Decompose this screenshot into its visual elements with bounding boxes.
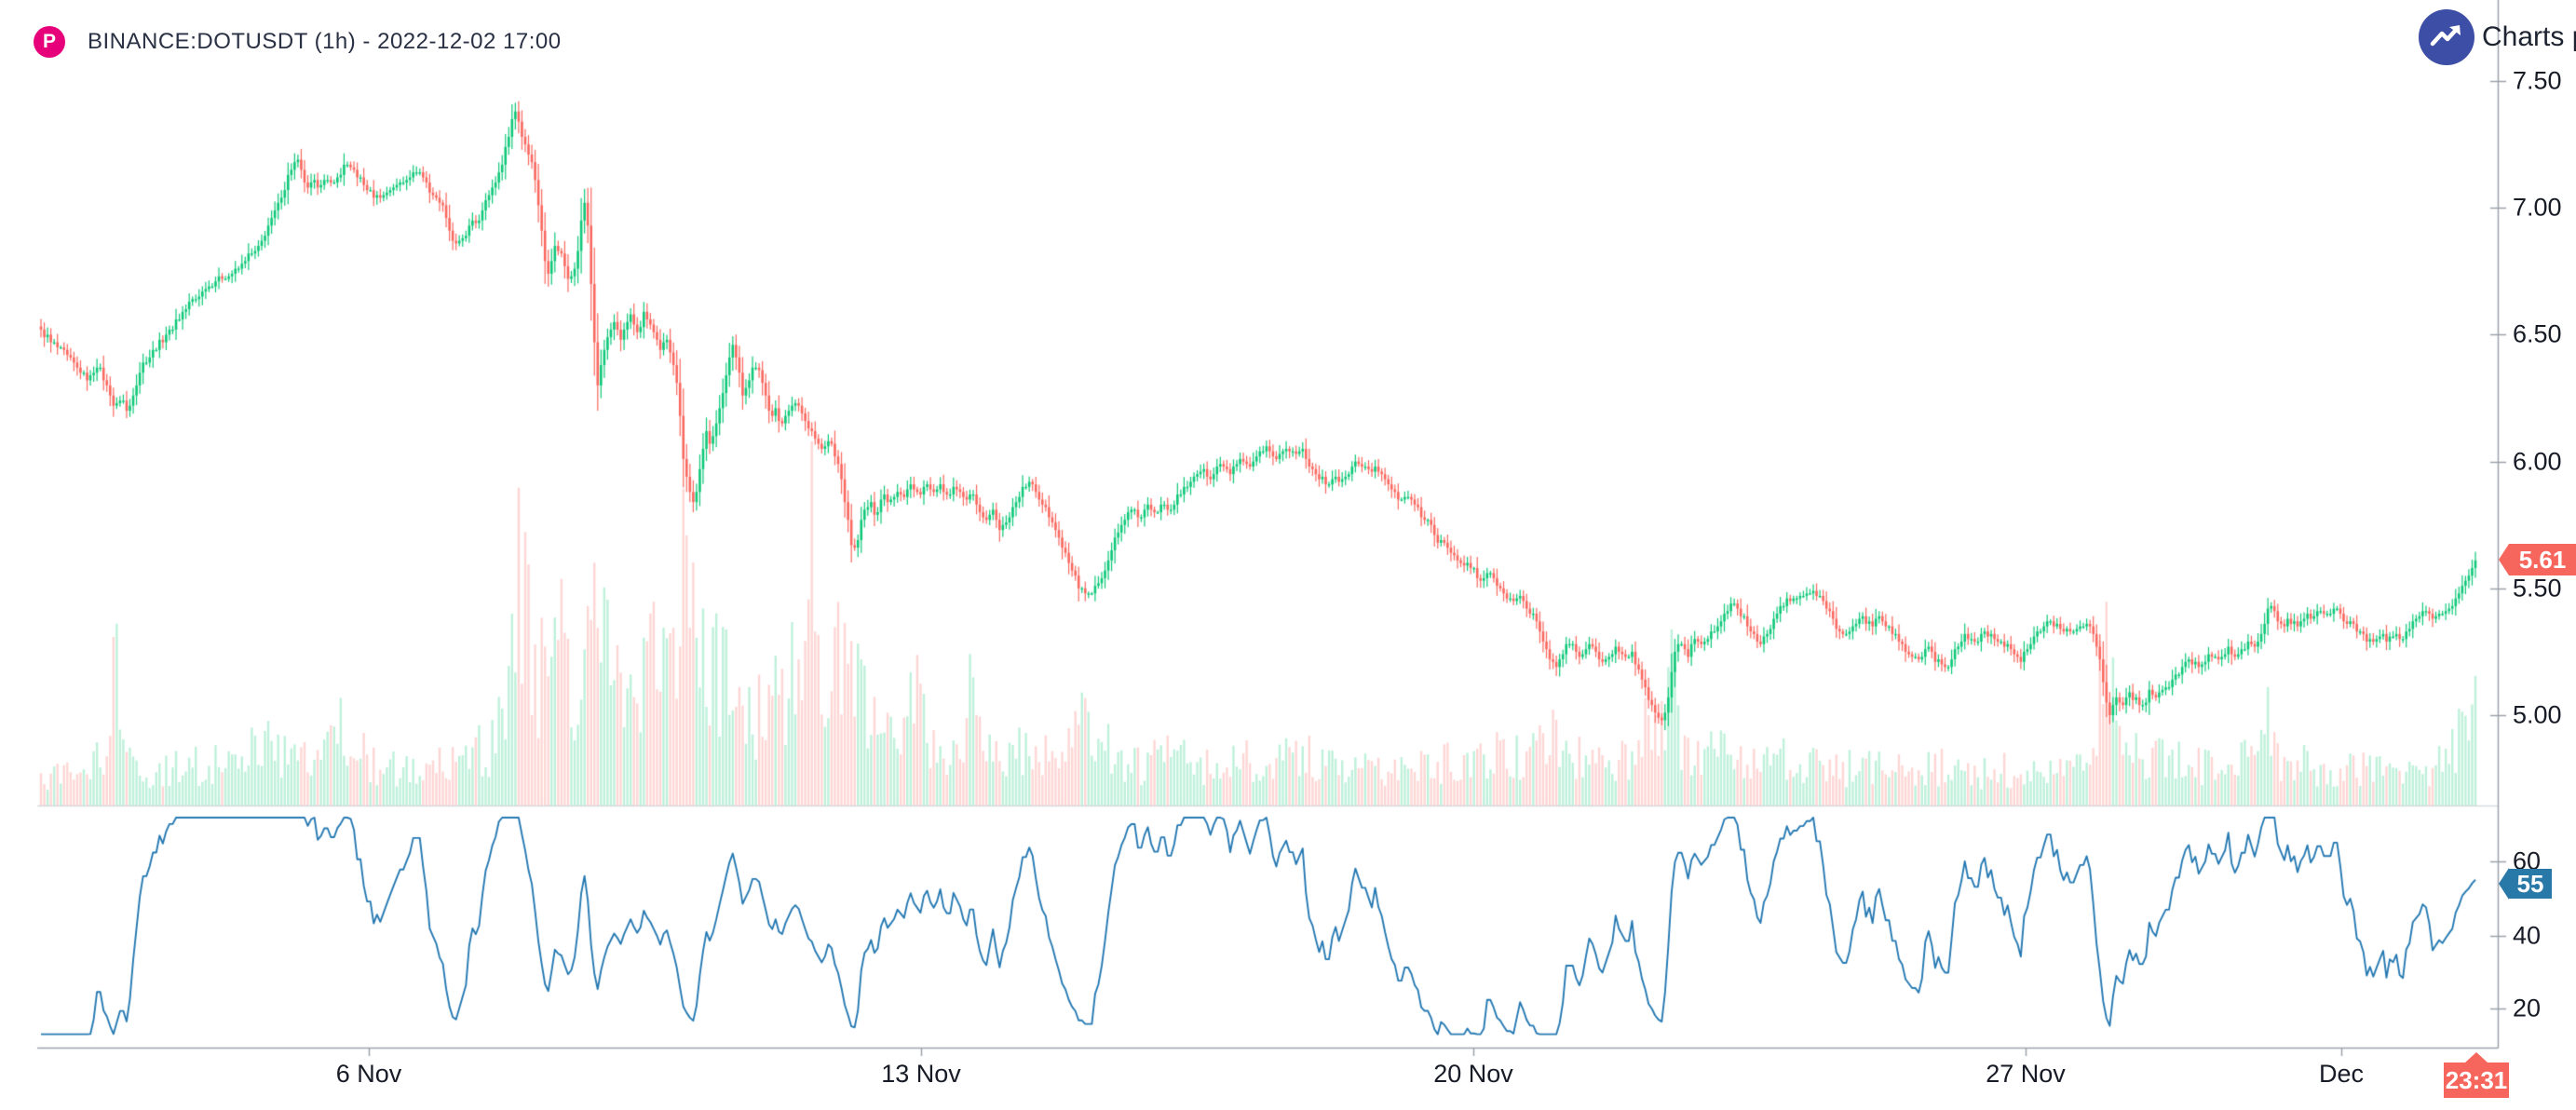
polkadot-logo-icon: P [34,26,65,58]
last-bar-time: 23:31 [2445,1065,2508,1094]
rsi-tick-label: 40 [2513,921,2542,950]
chart-header: P BINANCE:DOTUSDT (1h) - 2022-12-02 17:0… [34,26,562,58]
rsi-tick-label: 20 [2513,994,2542,1022]
trending-up-icon [2419,9,2474,65]
time-tick-label: 20 Nov [1433,1060,1513,1088]
last-price-value: 5.61 [2518,545,2567,574]
rsi-value: 55 [2516,869,2544,898]
price-tick-label: 7.00 [2513,193,2562,222]
time-tick-label: Dec [2318,1060,2365,1088]
last-price-badge: 5.61 [2499,544,2576,575]
chart-attribution [2419,9,2474,65]
price-tick-label: 5.00 [2513,700,2562,729]
time-tick-label: 13 Nov [881,1060,961,1088]
time-tick-label: 6 Nov [335,1060,402,1088]
price-tick-label: 6.00 [2513,447,2562,476]
price-tick-label: 6.50 [2513,319,2562,348]
symbol-title: BINANCE:DOTUSDT (1h) - 2022-12-02 17:00 [88,29,562,54]
badge-arrow-icon [2499,544,2509,575]
badge-arrow-icon [2499,868,2509,900]
time-tick-label: 27 Nov [1986,1060,2066,1088]
badge-arrow-up-icon [2465,1052,2488,1063]
last-bar-time-badge: 23:31 [2444,1052,2509,1098]
price-tick-label: 7.50 [2513,66,2562,95]
attribution-label: Charts p [2482,21,2576,52]
price-tick-label: 5.50 [2513,574,2562,602]
rsi-value-badge: 55 [2499,868,2552,900]
